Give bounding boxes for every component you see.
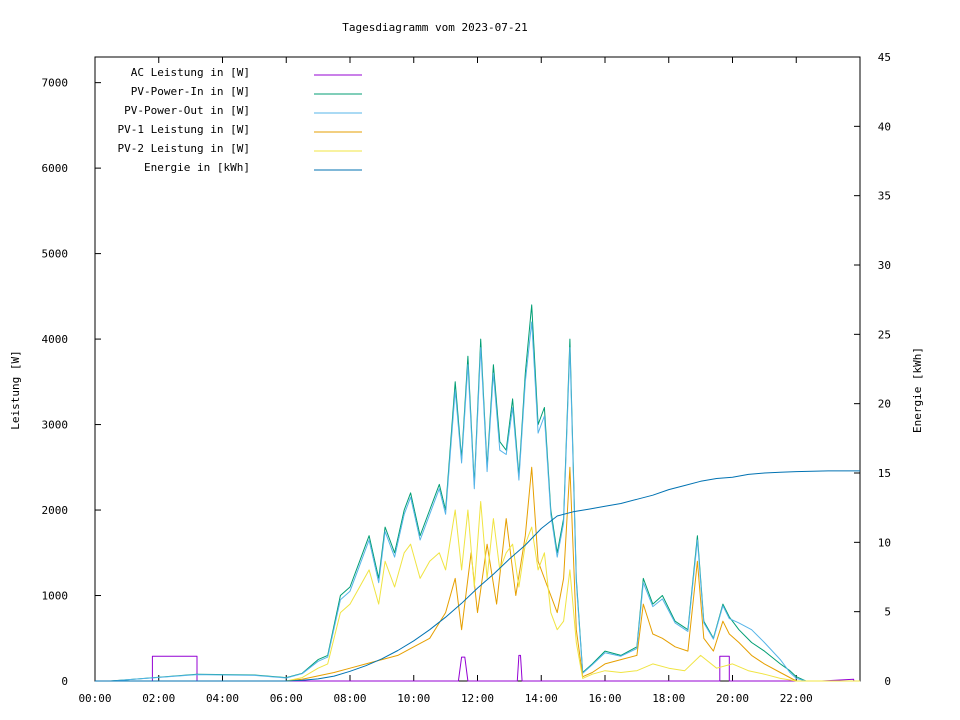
legend-label: PV-Power-Out in [W] — [124, 104, 250, 117]
y-tick-label: 2000 — [42, 504, 69, 517]
x-tick-label: 22:00 — [780, 692, 813, 705]
y-tick-label: 4000 — [42, 333, 69, 346]
x-tick-label: 08:00 — [333, 692, 366, 705]
series-line-4 — [95, 466, 860, 682]
series-line-2 — [95, 304, 860, 682]
x-tick-label: 06:00 — [270, 692, 303, 705]
x-tick-label: 18:00 — [652, 692, 685, 705]
x-tick-label: 16:00 — [588, 692, 621, 705]
y-axis-left: 0 1000 2000 3000 4000 5000 6000 7000 — [42, 77, 101, 688]
legend-label: PV-2 Leistung in [W] — [118, 142, 250, 155]
x-tick-label: 12:00 — [461, 692, 494, 705]
y-tick-label: 5000 — [42, 248, 69, 261]
legend-label: Energie in [kWh] — [144, 161, 250, 174]
x-tick-label: 00:00 — [78, 692, 111, 705]
x-axis: 00:00 02:00 04:00 06:00 08:00 10:00 12:00 14:00… — [78, 57, 813, 705]
y-axis-label: Leistung [W] — [9, 350, 22, 429]
y2-tick-label: 40 — [878, 120, 891, 133]
legend-label: PV-1 Leistung in [W] — [118, 123, 250, 136]
series-line-1 — [95, 654, 860, 682]
x-tick-label: 02:00 — [142, 692, 175, 705]
y-tick-label: 6000 — [42, 162, 69, 175]
series-line-6 — [95, 470, 860, 682]
y-tick-label: 7000 — [42, 77, 69, 90]
y2-axis-label: Energie [kWh] — [911, 347, 924, 433]
series-line-5 — [95, 501, 860, 682]
y-axis-right: 0 5 10 15 20 25 30 35 40 45 — [854, 51, 891, 688]
y2-tick-label: 25 — [878, 328, 891, 341]
y-tick-label: 0 — [61, 675, 68, 688]
y2-tick-label: 45 — [878, 51, 891, 64]
x-tick-label: 04:00 — [206, 692, 239, 705]
y2-tick-label: 35 — [878, 190, 891, 203]
series-lines — [95, 304, 860, 682]
legend: AC Leistung in [W] PV-Power-In in [W] PV-P… — [118, 66, 362, 174]
y2-tick-label: 0 — [884, 675, 891, 688]
x-tick-label: 10:00 — [397, 692, 430, 705]
series-line-3 — [95, 321, 860, 682]
y-tick-label: 3000 — [42, 419, 69, 432]
legend-label: PV-Power-In in [W] — [131, 85, 250, 98]
y-tick-label: 1000 — [42, 590, 69, 603]
y2-tick-label: 5 — [884, 606, 891, 619]
y2-tick-label: 10 — [878, 536, 891, 549]
x-tick-label: 14:00 — [525, 692, 558, 705]
y2-tick-label: 30 — [878, 259, 891, 272]
y2-tick-label: 15 — [878, 467, 891, 480]
chart-title: Tagesdiagramm vom 2023-07-21 — [342, 21, 527, 34]
x-tick-label: 20:00 — [716, 692, 749, 705]
legend-label: AC Leistung in [W] — [131, 66, 250, 79]
y2-tick-label: 20 — [878, 398, 891, 411]
